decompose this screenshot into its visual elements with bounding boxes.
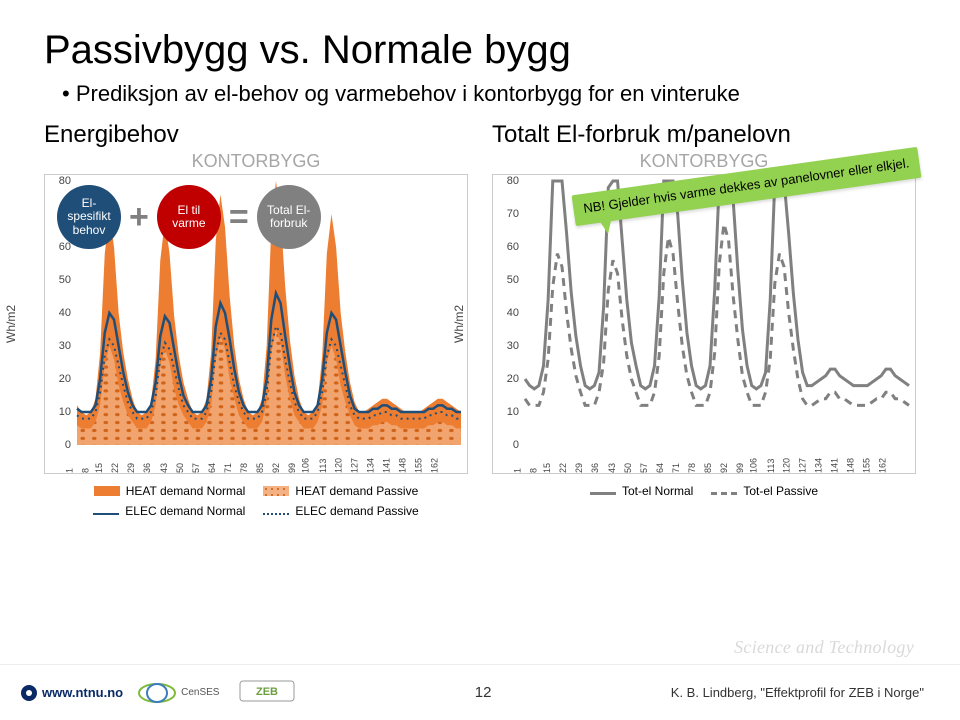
left-ylabel: Wh/m2 <box>4 305 18 343</box>
legend-item: HEAT demand Normal <box>94 484 246 498</box>
subtitle: Prediksjon av el-behov og varmebehov i k… <box>62 81 916 107</box>
right-legend: Tot-el Normal Tot-el Passive <box>492 484 916 498</box>
slide: Passivbygg vs. Normale bygg Prediksjon a… <box>0 0 960 720</box>
right-ylabel: Wh/m2 <box>452 305 466 343</box>
ntnu-url: www.ntnu.no <box>42 685 123 700</box>
left-subheading: KONTORBYGG <box>44 151 468 172</box>
legend-item: Tot-el Normal <box>590 484 693 498</box>
censes-logo-icon <box>137 682 177 704</box>
ntnu-logo: www.ntnu.no <box>20 684 123 702</box>
footer: www.ntnu.no CenSES ZEB 12 K. B. Lindberg… <box>0 664 960 720</box>
zeb-logo-icon: ZEB <box>239 680 295 702</box>
right-yticks: 01020304050607080 <box>493 181 523 445</box>
zeb-logo: ZEB <box>239 680 295 705</box>
ntnu-logo-icon <box>20 684 38 702</box>
footer-left: www.ntnu.no CenSES ZEB <box>20 680 295 705</box>
legend-item: Tot-el Passive <box>711 484 818 498</box>
page-number: 12 <box>295 684 670 701</box>
legend-item: ELEC demand Passive <box>263 504 418 518</box>
chart-row: Energibehov KONTORBYGG El- spesifikt beh… <box>44 121 916 518</box>
eq-circle-b: El til varme <box>157 185 221 249</box>
svg-text:ZEB: ZEB <box>256 686 278 698</box>
watermark: Science and Technology <box>734 637 914 658</box>
plus-icon: + <box>129 198 149 237</box>
right-chart: NB! Gjelder hvis varme dekkes av panelov… <box>492 174 916 474</box>
legend-item: HEAT demand Passive <box>263 484 418 498</box>
equation-overlay: El- spesifikt behov + El til varme = Tot… <box>57 185 321 249</box>
equals-icon: = <box>229 198 249 237</box>
left-column: Energibehov KONTORBYGG El- spesifikt beh… <box>44 121 468 518</box>
censes-logo: CenSES <box>137 682 219 704</box>
legend-item: ELEC demand Normal <box>93 504 245 518</box>
page-title: Passivbygg vs. Normale bygg <box>44 28 916 73</box>
censes-label: CenSES <box>181 687 219 698</box>
left-chart: El- spesifikt behov + El til varme = Tot… <box>44 174 468 474</box>
right-heading: Totalt El-forbruk m/panelovn <box>492 121 916 149</box>
right-column: Totalt El-forbruk m/panelovn KONTORBYGG … <box>492 121 916 518</box>
left-xticks: 1815222936435057647178859299106113120127… <box>77 447 461 473</box>
right-xticks: 1815222936435057647178859299106113120127… <box>525 447 909 473</box>
footer-credit: K. B. Lindberg, "Effektprofil for ZEB i … <box>671 685 924 700</box>
left-heading: Energibehov <box>44 121 468 149</box>
eq-circle-c: Total El- forbruk <box>257 185 321 249</box>
eq-circle-a: El- spesifikt behov <box>57 185 121 249</box>
left-legend: HEAT demand Normal HEAT demand Passive ELE… <box>44 484 468 518</box>
